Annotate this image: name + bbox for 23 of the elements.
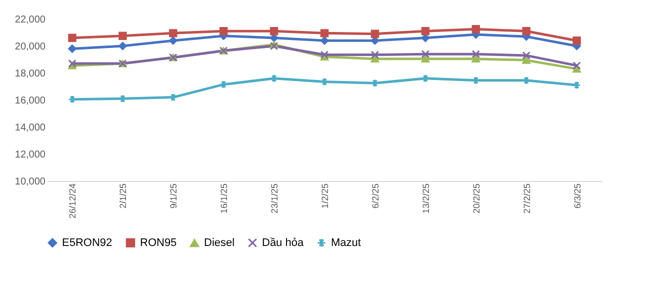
legend-label: Diesel	[204, 237, 235, 250]
x-tick-label: 6/2/25	[370, 184, 380, 209]
y-tick-label: 20,000	[14, 42, 46, 52]
x-tick-label: 26/12/24	[68, 184, 78, 219]
x-tick-label: 9/1/25	[168, 184, 179, 209]
y-tick-label: 14,000	[14, 122, 46, 134]
legend-label: Mazut	[331, 236, 361, 249]
y-tick-label: 16,000	[14, 96, 46, 106]
y-tick-label: 10,000	[14, 176, 46, 188]
x-tick-label: 13/2/25	[420, 184, 431, 214]
x-tick-label: 20/2/25	[471, 184, 482, 214]
x-tick-label: 1/2/25	[320, 184, 330, 209]
x-tick-label: 27/2/25	[522, 184, 532, 214]
legend-label: RON95	[140, 236, 177, 249]
x-tick-label: 16/1/25	[219, 184, 230, 214]
x-tick-label: 2/1/25	[118, 184, 128, 209]
y-tick-label: 22,000	[14, 14, 46, 26]
x-tick-label: 6/3/25	[572, 184, 582, 209]
legend-label: E5RON92	[62, 236, 112, 249]
x-tick-label: 23/1/25	[270, 184, 280, 214]
legend-label: Dầu hỏa	[262, 236, 304, 249]
y-tick-label: 12,000	[14, 150, 46, 160]
y-tick-label: 18,000	[14, 68, 46, 80]
